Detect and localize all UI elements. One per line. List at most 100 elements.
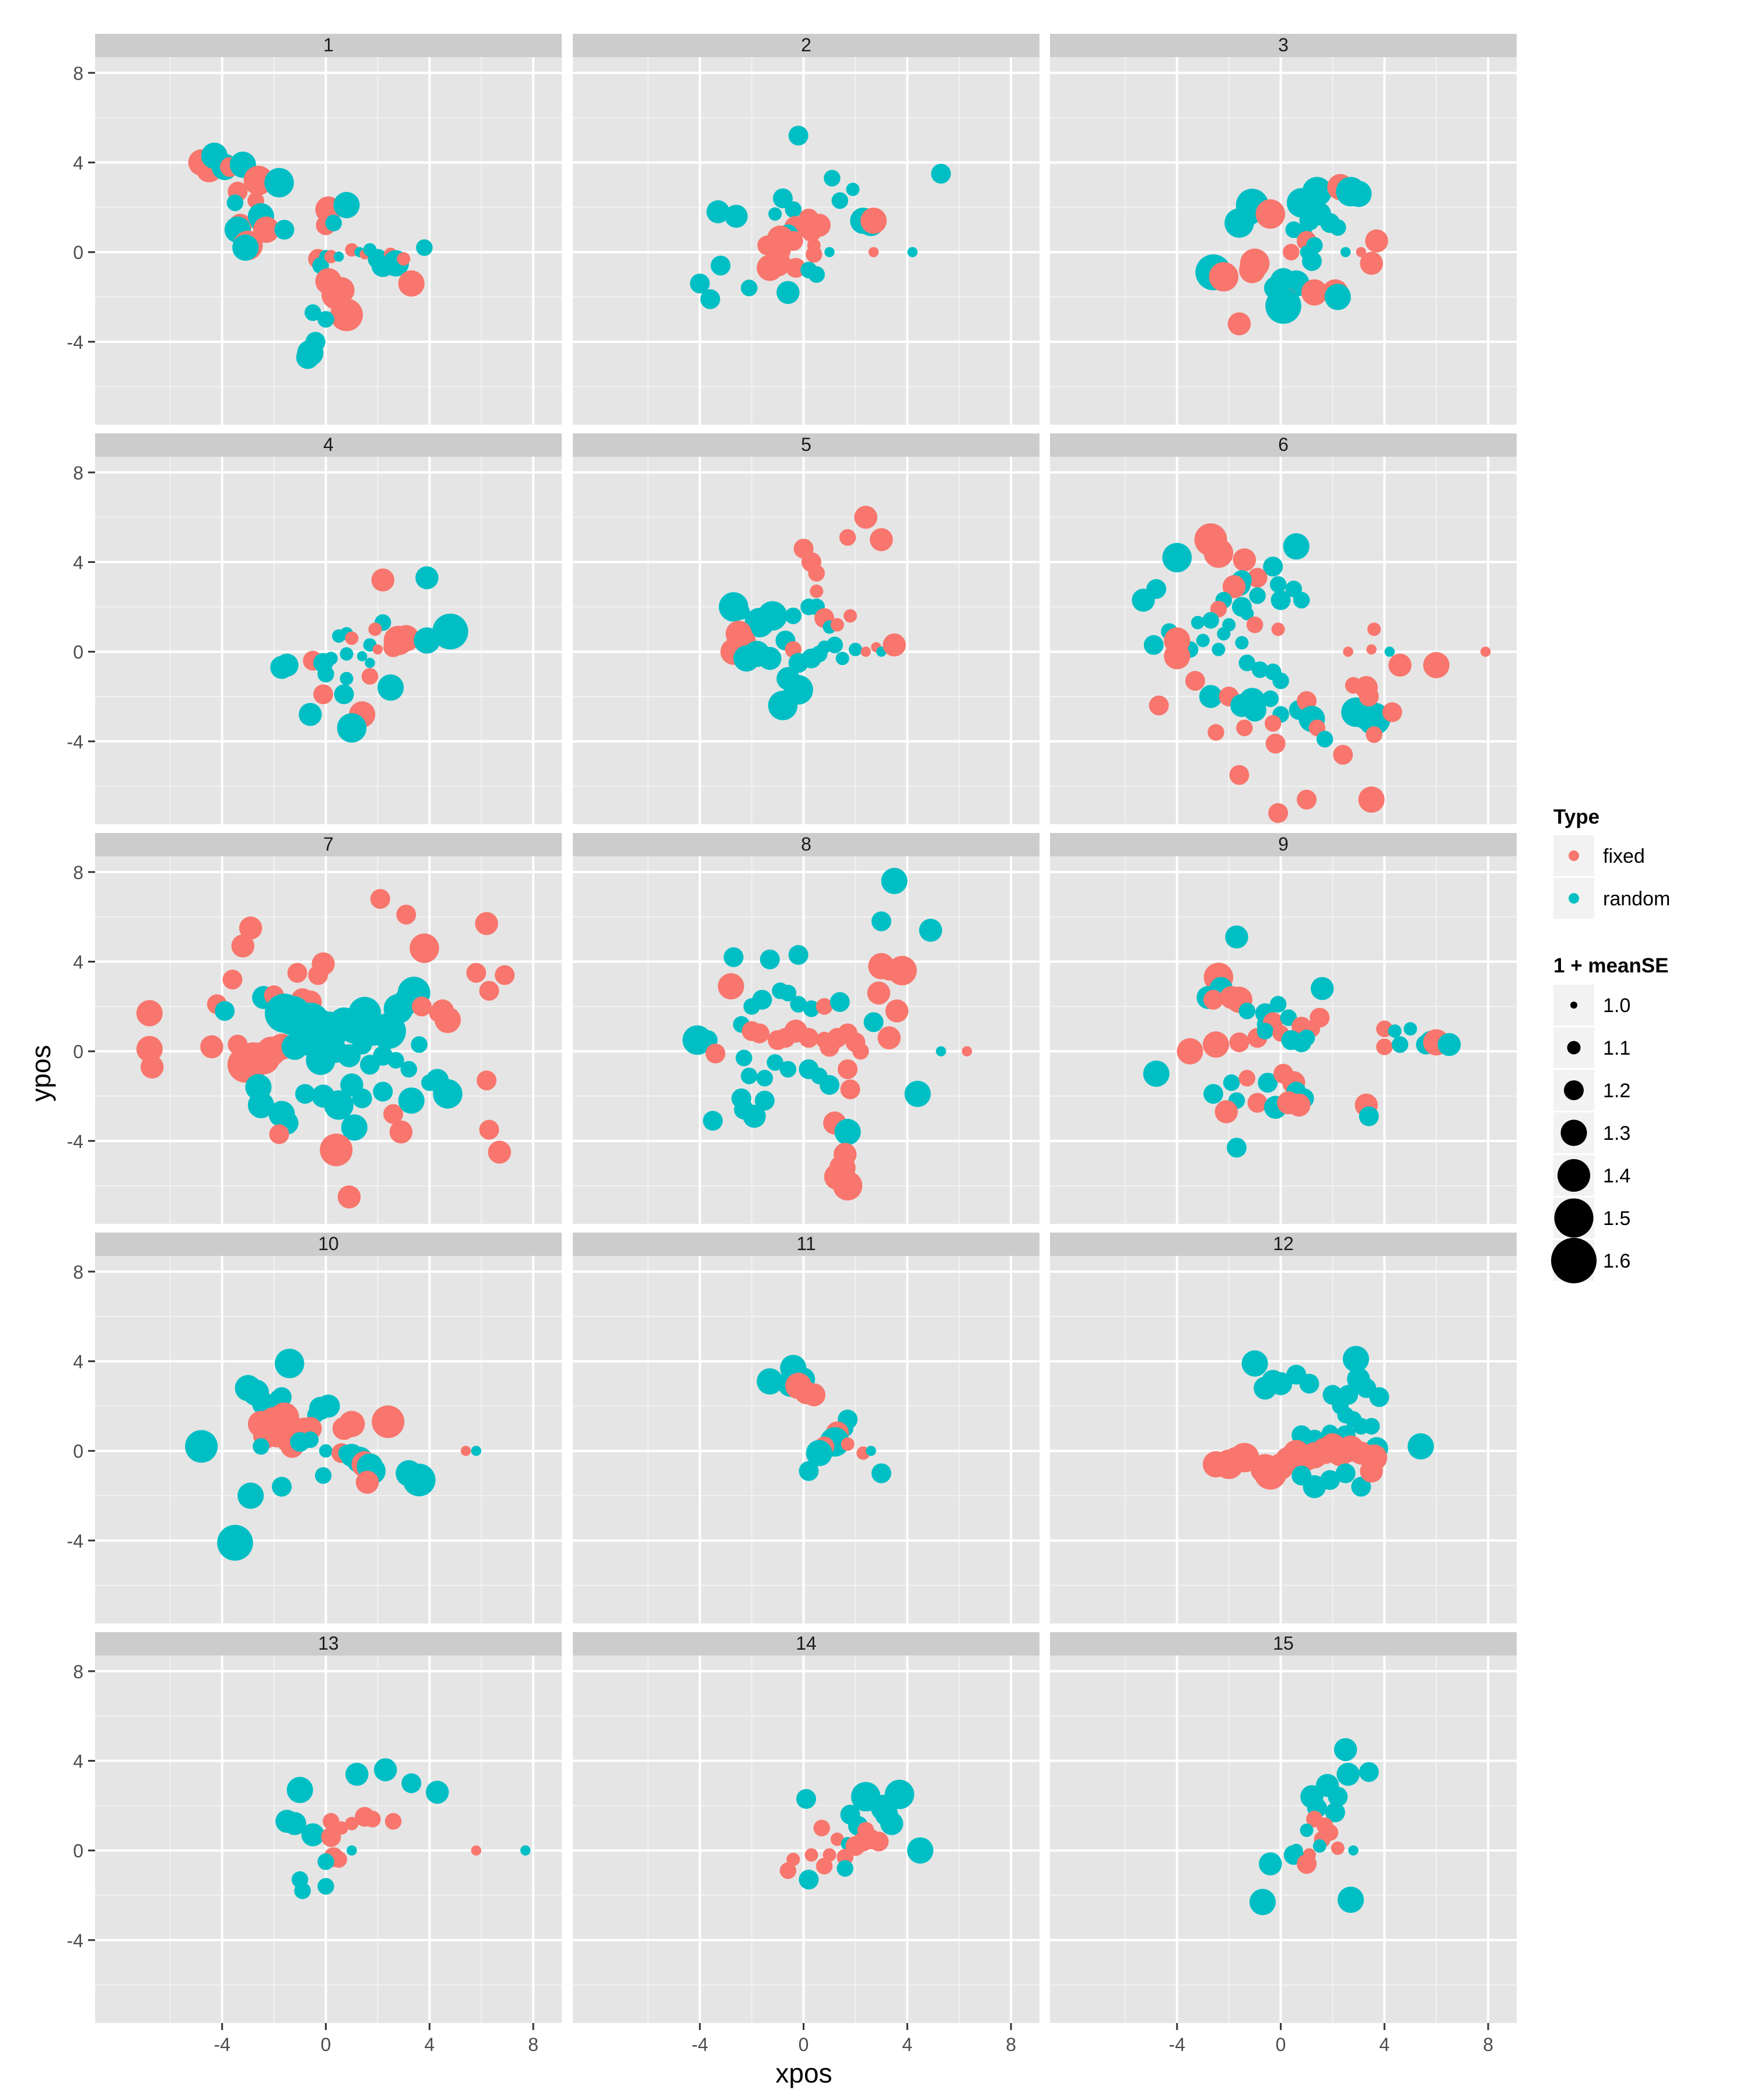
facet-strip-label: 2: [801, 34, 811, 55]
facet-strip: [1050, 1233, 1517, 1256]
data-point-random: [743, 1104, 766, 1128]
data-point-fixed: [1333, 744, 1353, 765]
data-point-fixed: [1356, 247, 1367, 257]
data-point-random: [1269, 996, 1287, 1013]
data-point-random: [283, 1812, 306, 1835]
data-point-random: [757, 601, 788, 631]
data-point-fixed: [200, 1035, 223, 1059]
data-point-random: [1227, 1138, 1247, 1158]
data-point-fixed: [479, 981, 499, 1001]
data-point-random: [346, 1845, 357, 1856]
legend-size-label: 1.4: [1603, 1165, 1630, 1187]
data-point-fixed: [1360, 1460, 1383, 1483]
y-tick-label: 4: [73, 153, 83, 174]
y-tick-label: 8: [73, 862, 83, 883]
data-point-random: [1251, 661, 1269, 678]
data-point-fixed: [429, 1005, 446, 1022]
data-point-fixed: [393, 625, 419, 652]
data-point-random: [760, 949, 780, 970]
data-point-fixed: [808, 565, 825, 582]
data-point-random: [1256, 1023, 1274, 1040]
facet-strip: [95, 34, 562, 57]
data-point-fixed: [1164, 643, 1191, 670]
y-tick-label: 8: [73, 63, 83, 84]
data-point-random: [871, 911, 891, 932]
data-point-random: [919, 919, 943, 942]
data-point-random: [1359, 1106, 1379, 1126]
x-tick-label: 4: [1379, 2034, 1390, 2055]
y-tick-label: 0: [73, 1041, 83, 1062]
data-point-random: [756, 1070, 774, 1087]
data-point-random: [1328, 1787, 1348, 1807]
data-point-random: [1269, 1372, 1293, 1395]
data-point-fixed: [1343, 646, 1353, 657]
data-point-random: [799, 1870, 819, 1890]
data-point-random: [1258, 1072, 1278, 1093]
data-point-random: [357, 651, 368, 662]
data-point-random: [831, 192, 849, 209]
y-axis-title: ypos: [26, 1045, 56, 1101]
data-point-fixed: [806, 246, 822, 263]
data-point-random: [333, 192, 360, 219]
facet-panel-13: 13: [95, 1632, 562, 2023]
facet-strip: [95, 1233, 562, 1256]
data-point-random: [1196, 634, 1210, 648]
data-point-random: [736, 1049, 752, 1066]
y-tick-label: 4: [73, 552, 83, 573]
gridlines: [573, 856, 1040, 1224]
y-tick-label: 0: [73, 1840, 83, 1861]
data-point-random: [294, 1882, 311, 1899]
data-point-random: [520, 1845, 531, 1856]
data-point-fixed: [1233, 548, 1256, 572]
gridlines: [1050, 1656, 1517, 2023]
data-point-fixed: [1247, 568, 1268, 588]
x-tick-label: -4: [214, 2034, 230, 2055]
gridlines: [1050, 57, 1517, 425]
data-point-fixed: [253, 216, 279, 243]
data-point-fixed: [844, 609, 858, 623]
data-point-fixed: [372, 644, 383, 655]
data-point-random: [881, 867, 908, 894]
data-point-fixed: [410, 933, 439, 963]
data-point-random: [247, 1091, 274, 1118]
y-tick-label: 0: [73, 242, 83, 263]
facet-panel-5: 5: [573, 433, 1040, 824]
data-point-fixed: [1297, 789, 1317, 810]
data-point-random: [1299, 1373, 1320, 1394]
data-point-random: [302, 1431, 319, 1448]
facet-strip-label: 5: [801, 434, 811, 455]
data-point-random: [846, 183, 860, 197]
data-point-fixed: [330, 1851, 348, 1868]
data-point-random: [754, 1090, 775, 1111]
data-point-random: [411, 1036, 428, 1053]
data-point-random: [232, 235, 259, 261]
data-point-fixed: [832, 1171, 863, 1200]
data-point-random: [723, 947, 744, 967]
gridlines: [573, 457, 1040, 824]
data-point-fixed: [1236, 719, 1253, 737]
data-point-random: [317, 1853, 334, 1870]
data-point-random: [264, 167, 294, 198]
data-point-fixed: [398, 270, 425, 297]
data-point-fixed: [1264, 715, 1282, 732]
data-point-fixed: [1222, 575, 1246, 598]
data-point-random: [682, 1025, 712, 1055]
data-point-fixed: [779, 1862, 797, 1880]
facet-strip: [573, 34, 1040, 57]
data-point-fixed: [471, 1845, 482, 1856]
data-point-random: [1269, 576, 1287, 593]
data-point-fixed: [877, 1026, 901, 1049]
data-point-random: [301, 1823, 325, 1847]
facet-panel-11: 11: [573, 1233, 1040, 1623]
data-point-random: [1310, 977, 1334, 1000]
data-point-random: [324, 652, 338, 666]
data-point-fixed: [345, 631, 359, 645]
facet-strip: [573, 433, 1040, 457]
data-point-random: [836, 1860, 853, 1877]
data-point-random: [317, 1394, 340, 1418]
data-point-fixed: [384, 1813, 402, 1830]
facet-strip-label: 1: [323, 34, 334, 55]
data-point-random: [275, 653, 299, 677]
y-tick-label: -4: [67, 332, 83, 353]
data-point-fixed: [870, 528, 893, 551]
